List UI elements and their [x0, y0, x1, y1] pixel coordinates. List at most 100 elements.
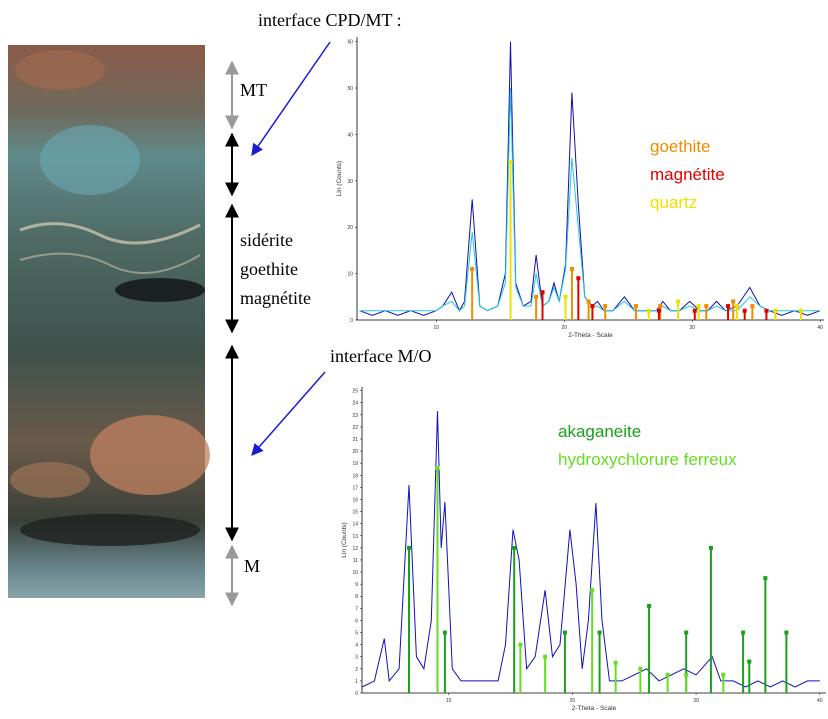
- y-tick-label: 2: [355, 667, 358, 673]
- reference-stick-cap: [562, 630, 567, 635]
- y-tick-label: 8: [355, 594, 358, 600]
- y-axis-label: Lin (Counts): [336, 161, 343, 196]
- reference-stick-cap: [543, 654, 548, 659]
- x-tick-label: 20: [561, 325, 567, 331]
- x-tick-label: 10: [434, 325, 440, 331]
- y-tick-label: 7: [355, 606, 358, 612]
- m-label: M: [244, 556, 260, 576]
- reference-stick-cap: [734, 304, 739, 309]
- reference-stick-cap: [576, 276, 581, 281]
- reference-stick-cap: [586, 299, 591, 304]
- reference-stick-cap: [731, 299, 736, 304]
- layer-label: magnétite: [240, 288, 311, 308]
- y-tick-label: 40: [347, 132, 353, 138]
- reference-stick-cap: [647, 603, 652, 608]
- x-tick-label: 10: [446, 698, 452, 704]
- reference-stick-cap: [633, 304, 638, 309]
- y-tick-label: 21: [352, 437, 358, 443]
- y-tick-label: 6: [355, 618, 358, 624]
- layer-arrows: [225, 41, 331, 607]
- reference-stick-cap: [470, 266, 475, 271]
- legend-entry: akaganeite: [558, 422, 641, 441]
- layer-label: sidérite: [240, 230, 293, 250]
- reference-stick-cap: [540, 290, 545, 295]
- y-tick-label: 12: [352, 546, 358, 552]
- x-tick-label: 40: [817, 325, 823, 331]
- layer-label: goethite: [240, 259, 298, 279]
- reference-stick-cap: [442, 630, 447, 635]
- reference-stick-cap: [590, 588, 595, 593]
- reference-stick-cap: [597, 630, 602, 635]
- reference-stick-cap: [747, 659, 752, 664]
- y-tick-label: 19: [352, 461, 358, 467]
- reference-stick-cap: [665, 672, 670, 677]
- reference-stick-cap: [764, 308, 769, 313]
- x-tick-label: 30: [689, 325, 695, 331]
- reference-stick-cap: [741, 630, 746, 635]
- x-tick-label: 30: [693, 698, 699, 704]
- reference-stick-cap: [569, 266, 574, 271]
- x-tick-label: 40: [817, 698, 823, 704]
- y-tick-label: 30: [347, 179, 353, 185]
- interface-bottom-label: interface M/O: [330, 346, 431, 366]
- reference-stick-cap: [676, 299, 681, 304]
- reference-stick-cap: [750, 304, 755, 309]
- reference-stick-cap: [656, 308, 661, 313]
- y-tick-label: 25: [352, 389, 358, 395]
- y-tick-label: 0: [350, 318, 353, 324]
- legend-entry: quartz: [650, 193, 697, 212]
- reference-stick-cap: [708, 545, 713, 550]
- y-tick-label: 15: [352, 510, 358, 516]
- y-tick-label: 16: [352, 497, 358, 503]
- y-tick-label: 20: [352, 449, 358, 455]
- reference-stick-cap: [798, 308, 803, 313]
- diffractogram: [361, 411, 820, 688]
- plot: 0123456789101112131415161718192021222324…: [341, 387, 826, 712]
- y-tick-label: 0: [355, 691, 358, 697]
- legend-entry: magnétite: [650, 165, 725, 184]
- reference-stick-cap: [518, 642, 523, 647]
- y-tick-label: 22: [352, 425, 358, 431]
- y-tick-label: 10: [352, 570, 358, 576]
- y-tick-label: 24: [352, 401, 358, 407]
- diffractogram: [359, 87, 821, 312]
- reference-stick-cap: [407, 545, 412, 550]
- reference-stick-cap: [638, 666, 643, 671]
- y-tick-label: 17: [352, 485, 358, 491]
- y-tick-label: 10: [347, 272, 353, 278]
- reference-stick-cap: [512, 545, 517, 550]
- reference-stick-cap: [773, 308, 778, 313]
- reference-stick-cap: [692, 308, 697, 313]
- y-axis-label: Lin (Counts): [341, 522, 348, 557]
- y-tick-label: 9: [355, 582, 358, 588]
- core-photo: [8, 45, 210, 598]
- y-tick-label: 23: [352, 413, 358, 419]
- reference-stick-cap: [742, 308, 747, 313]
- reference-stick-cap: [534, 294, 539, 299]
- reference-stick-cap: [763, 576, 768, 581]
- reference-stick-cap: [721, 672, 726, 677]
- y-tick-label: 1: [355, 679, 358, 685]
- y-tick-label: 18: [352, 473, 358, 479]
- y-tick-label: 5: [355, 631, 358, 637]
- reference-stick-cap: [696, 304, 701, 309]
- x-tick-label: 20: [570, 698, 576, 704]
- diffractogram: [359, 41, 821, 316]
- reference-stick-cap: [646, 308, 651, 313]
- y-tick-label: 13: [352, 534, 358, 540]
- reference-stick-cap: [704, 304, 709, 309]
- reference-stick-cap: [726, 304, 731, 309]
- legend-entry: goethite: [650, 137, 711, 156]
- y-tick-label: 11: [353, 558, 358, 564]
- reference-stick-cap: [684, 672, 689, 677]
- x-axis-label: 2-Theta - Scale: [568, 332, 613, 339]
- y-tick-label: 60: [347, 40, 353, 46]
- legend-entry: hydroxychlorure ferreux: [558, 450, 737, 469]
- reference-stick-cap: [563, 294, 568, 299]
- y-tick-label: 3: [355, 655, 358, 661]
- mt-label: MT: [240, 80, 267, 100]
- plot: 0 10 20 30 40 50 60 10 20 30 40 2-Theta - Scale Lin …: [336, 37, 824, 339]
- reference-stick-cap: [784, 630, 789, 635]
- reference-stick-cap: [613, 660, 618, 665]
